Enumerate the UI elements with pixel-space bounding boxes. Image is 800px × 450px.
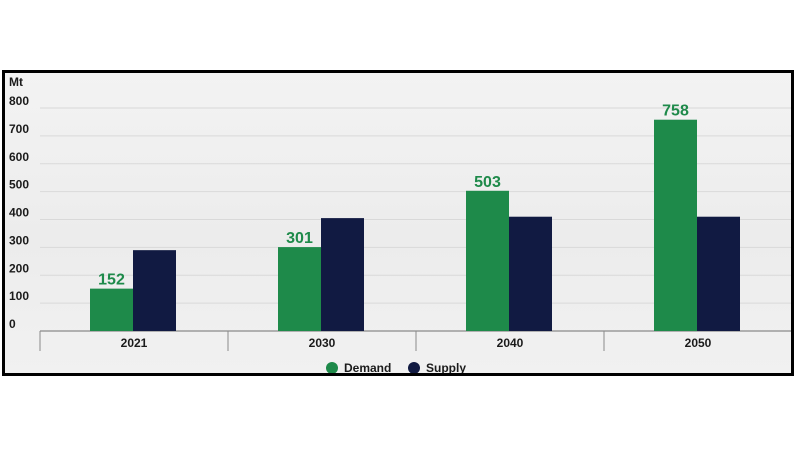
data-label: 503 bbox=[474, 174, 501, 191]
supply-legend-marker bbox=[408, 362, 420, 373]
x-tick-label: 2050 bbox=[685, 336, 712, 350]
demand-bar bbox=[278, 247, 321, 331]
supply-bar bbox=[697, 216, 740, 331]
demand-bar bbox=[466, 190, 509, 331]
y-tick-label: 100 bbox=[9, 289, 29, 303]
y-tick-label: 0 bbox=[9, 317, 16, 331]
y-tick-label: 200 bbox=[9, 261, 29, 275]
demand-bar bbox=[654, 119, 697, 331]
demand-legend-marker bbox=[326, 362, 338, 373]
supply-bar bbox=[321, 218, 364, 331]
demand-bar bbox=[90, 288, 133, 331]
x-tick-label: 2021 bbox=[121, 336, 148, 350]
x-tick-label: 2030 bbox=[309, 336, 336, 350]
y-axis-unit-label: Mt bbox=[9, 75, 23, 89]
data-label: 152 bbox=[98, 272, 125, 289]
y-tick-label: 600 bbox=[9, 150, 29, 164]
chart-frame: 0 100 200 300 400 500 600 700 800 Mt 152 2021 301 203… bbox=[2, 70, 794, 376]
data-label: 758 bbox=[662, 103, 689, 120]
y-tick-label: 500 bbox=[9, 178, 29, 192]
supply-bar bbox=[133, 250, 176, 331]
y-tick-label: 700 bbox=[9, 122, 29, 136]
bar-chart: 0 100 200 300 400 500 600 700 800 Mt 152 2021 301 203… bbox=[9, 75, 791, 373]
demand-legend-label: Demand bbox=[344, 361, 391, 373]
y-tick-label: 800 bbox=[9, 94, 29, 108]
data-label: 301 bbox=[286, 230, 313, 247]
x-tick-label: 2040 bbox=[497, 336, 524, 350]
supply-legend-label: Supply bbox=[426, 361, 466, 373]
supply-bar bbox=[509, 216, 552, 331]
y-tick-label: 300 bbox=[9, 233, 29, 247]
y-tick-label: 400 bbox=[9, 206, 29, 220]
